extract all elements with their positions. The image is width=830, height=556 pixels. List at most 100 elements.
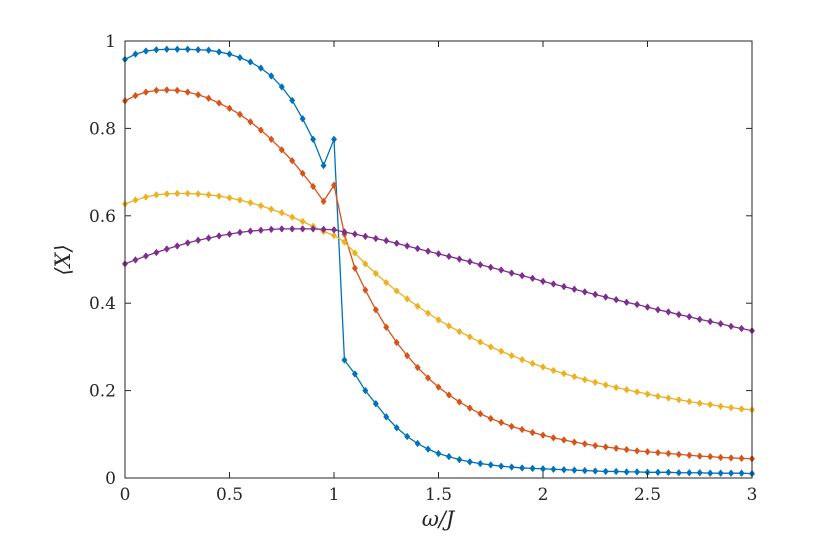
series-3-point	[414, 302, 421, 311]
series-4-point	[226, 230, 233, 238]
series-2-point	[216, 99, 223, 107]
series-1-point	[665, 468, 672, 477]
series-2-point	[696, 452, 703, 460]
series-2-point	[383, 323, 390, 332]
series-1-point	[623, 468, 630, 476]
y-tick-label: 0.6	[89, 207, 116, 227]
series-3-point	[142, 193, 149, 201]
series-1-point	[414, 439, 421, 448]
series-2-point	[602, 443, 609, 451]
series-2-point	[205, 94, 212, 103]
series-2-point	[445, 391, 452, 399]
series-4-point	[184, 239, 191, 247]
series-4-point	[278, 225, 285, 233]
series-1-point	[717, 469, 724, 477]
series-2-point	[257, 126, 264, 134]
series-4-point	[310, 225, 317, 233]
x-tick-label: 1.5	[425, 485, 452, 505]
series-4-point	[257, 226, 264, 235]
y-tick-label: 0	[105, 469, 116, 489]
series-2-point	[560, 436, 567, 444]
series-4-point	[163, 245, 170, 253]
y-tick-label: 0.8	[89, 119, 116, 139]
series-3-point	[289, 213, 296, 221]
series-4-point	[644, 303, 651, 311]
series-2-point	[330, 181, 338, 190]
series-1-point	[602, 467, 609, 476]
series-1-point	[707, 469, 714, 477]
series-4-point	[707, 317, 714, 326]
series-3-point	[299, 217, 306, 226]
series-3-point	[383, 278, 390, 287]
series-1-point	[289, 96, 296, 105]
series-1-point	[341, 356, 348, 364]
series-3-point	[571, 372, 578, 381]
series-1-point	[487, 461, 494, 469]
series-4-point	[696, 315, 703, 324]
series-4-point	[195, 236, 202, 245]
series-4-point	[174, 242, 181, 250]
series-2-point	[195, 90, 202, 99]
series-2-point	[362, 286, 369, 294]
series-1-point	[519, 464, 526, 472]
series-2-point	[414, 363, 421, 372]
series-3-point	[654, 392, 661, 401]
series-4-point	[519, 271, 526, 280]
series-3-point	[665, 394, 672, 402]
series-4-point	[372, 234, 379, 243]
series-3-point	[184, 189, 191, 198]
series-3-point	[529, 359, 536, 368]
series-1-point	[236, 53, 243, 62]
x-tick-label: 0.5	[216, 485, 243, 505]
x-tick-label: 1	[329, 485, 340, 505]
series-2-point	[508, 422, 515, 431]
series-2-point	[236, 110, 243, 119]
series-4-point	[142, 252, 149, 260]
series-1-point	[560, 465, 567, 474]
series-4-point	[728, 322, 735, 331]
series-2-point	[644, 447, 651, 456]
series-3-point	[341, 238, 348, 246]
series-4-point	[487, 263, 494, 272]
series-4-point	[602, 293, 609, 301]
series-1-point	[508, 463, 515, 471]
y-axis-label: ⟨X⟩	[51, 244, 75, 275]
series-3-point	[404, 295, 411, 303]
series-4-point	[498, 266, 505, 274]
series-2-point	[184, 88, 191, 96]
series-4-point	[466, 257, 473, 266]
series-4-point	[508, 269, 515, 277]
series-4	[121, 225, 756, 335]
series-4-point	[592, 290, 599, 299]
series-4-point	[289, 225, 296, 233]
series-2	[121, 86, 756, 463]
series-1-point	[613, 467, 620, 476]
series-1-point	[216, 48, 223, 56]
series-1-point	[456, 455, 463, 464]
series-3-point	[393, 287, 400, 295]
series-1-point	[142, 47, 149, 55]
series-3-point	[644, 390, 651, 398]
series-layer	[121, 45, 756, 478]
series-3-point	[581, 375, 588, 384]
series-1-point	[592, 467, 599, 475]
series-3-point	[498, 347, 505, 356]
series-2-point	[581, 440, 588, 448]
series-3-point	[466, 333, 473, 341]
series-3-point	[487, 343, 494, 351]
series-1-point	[132, 50, 139, 58]
series-3-point	[247, 198, 254, 207]
series-4-point	[560, 282, 567, 291]
series-3-point	[728, 403, 735, 412]
series-3-point	[707, 400, 714, 409]
series-3-point	[456, 327, 463, 336]
series-4-point	[435, 250, 442, 258]
series-3-point	[226, 194, 233, 202]
series-3-point	[613, 383, 620, 392]
series-4-point	[425, 247, 432, 255]
series-3-point	[435, 316, 442, 324]
series-1-point	[195, 45, 202, 54]
series-2-point	[393, 338, 400, 347]
series-4-point	[445, 252, 452, 261]
